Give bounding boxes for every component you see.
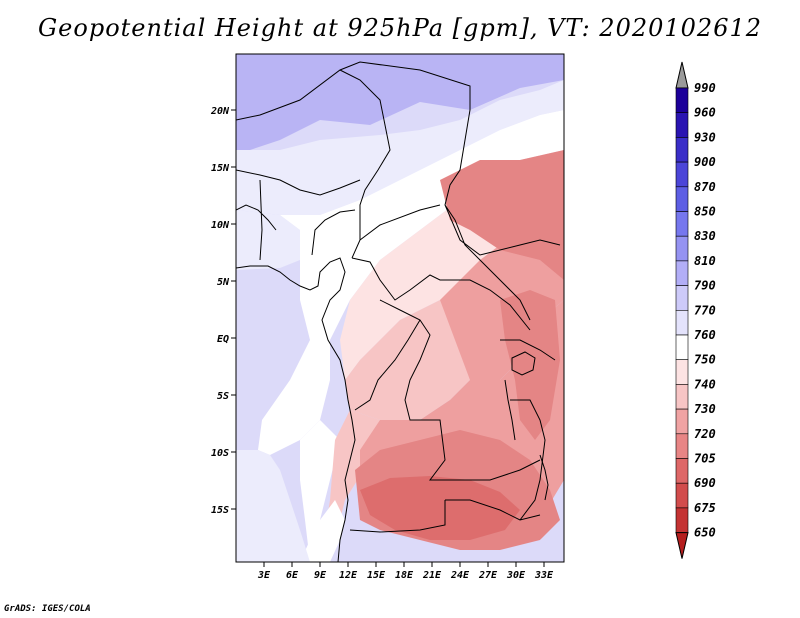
lon-label: 21E xyxy=(422,570,442,581)
coastline xyxy=(236,257,356,562)
colorbar-swatch xyxy=(675,433,689,459)
colorbar-swatch xyxy=(675,112,689,138)
country-borders xyxy=(236,61,561,562)
colorbar-swatch xyxy=(675,384,689,410)
colorbar-swatch xyxy=(675,87,689,114)
map-field xyxy=(236,54,564,562)
colorbar-level-label: 730 xyxy=(694,402,716,416)
lat-label: 10S xyxy=(211,448,229,459)
colorbar-level-label: 720 xyxy=(694,427,716,441)
colorbar-level-label: 930 xyxy=(694,130,716,144)
lon-label: 30E xyxy=(506,570,526,581)
colorbar-level-label: 770 xyxy=(694,303,716,317)
colorbar-swatch xyxy=(675,359,689,385)
colorbar-swatch xyxy=(675,458,689,484)
field-south-white xyxy=(300,500,345,562)
colorbar-swatch xyxy=(675,507,689,533)
colorbar-level-label: 760 xyxy=(694,328,716,342)
colorbar-level-label: 705 xyxy=(694,452,716,466)
colorbar-level-label: 850 xyxy=(694,205,716,219)
lat-label: 20N xyxy=(210,106,230,117)
colorbar-swatch xyxy=(675,235,689,262)
colorbar-level-label: 900 xyxy=(694,155,716,169)
lake-tanganyika xyxy=(504,379,516,441)
border-lines xyxy=(236,61,561,533)
colorbar-level-label: 675 xyxy=(694,501,716,515)
colorbar-level-label: 650 xyxy=(694,526,716,540)
colorbar: 990 960 930 900 870 850 830 810 790 770 760 750 740 7… xyxy=(675,61,716,559)
colorbar-swatch xyxy=(675,260,689,286)
lon-label: 9E xyxy=(314,570,327,581)
colorbar-level-label: 740 xyxy=(694,377,716,391)
lon-label: 24E xyxy=(450,570,470,581)
map-frame xyxy=(235,53,565,563)
colorbar-top-arrow xyxy=(675,61,689,89)
colorbar-bottom-arrow xyxy=(675,532,689,559)
lon-axis: 3E 6E 9E 12E 15E 18E 21E 24E 27E 30E 33E xyxy=(257,562,554,581)
colorbar-swatch xyxy=(675,137,689,163)
chart-title: Geopotential Height at 925hPa [gpm], VT:… xyxy=(38,14,762,42)
lon-label: 27E xyxy=(478,570,498,581)
colorbar-swatch xyxy=(675,285,689,311)
colorbar-swatch xyxy=(675,408,689,435)
colorbar-swatch xyxy=(675,309,689,336)
lat-label: 15N xyxy=(211,163,230,174)
colorbar-level-label: 750 xyxy=(694,353,716,367)
lat-label: EQ xyxy=(217,334,229,345)
lon-label: 15E xyxy=(367,570,386,581)
lon-label: 18E xyxy=(395,570,414,581)
colorbar-level-label: 830 xyxy=(694,229,716,243)
grads-credit: GrADS: IGES/COLA xyxy=(4,604,91,614)
lat-label: 15S xyxy=(211,505,229,516)
field-pale-southwest xyxy=(236,450,310,562)
field-coast-white xyxy=(300,420,340,562)
lon-label: 6E xyxy=(286,570,299,581)
lake-victoria xyxy=(511,351,536,376)
field-red-rift xyxy=(500,290,560,440)
colorbar-level-label: 870 xyxy=(694,180,716,194)
colorbar-swatch xyxy=(675,211,689,237)
colorbar-swatch xyxy=(675,161,689,188)
colorbar-level-label: 690 xyxy=(694,476,716,490)
field-west-pale xyxy=(236,210,300,270)
lon-label: 12E xyxy=(339,570,358,581)
lat-label: 5S xyxy=(217,391,229,402)
lat-axis: 20N 15N 10N 5N EQ 5S 10S 15S xyxy=(210,106,236,516)
colorbar-swatch xyxy=(675,334,689,361)
colorbar-level-label: 990 xyxy=(694,81,716,95)
lon-label: 33E xyxy=(534,570,554,581)
field-red-east-highlands xyxy=(440,150,564,280)
lon-label: 3E xyxy=(257,570,271,581)
lat-label: 10N xyxy=(211,220,230,231)
field-red-dark xyxy=(360,476,520,540)
lake-malawi xyxy=(539,454,549,501)
colorbar-swatch xyxy=(675,482,689,509)
colorbar-level-label: 960 xyxy=(694,106,716,120)
field-pale-southeast xyxy=(540,520,564,562)
field-north-purple xyxy=(236,54,564,150)
field-white-band xyxy=(258,110,564,455)
field-pale-band xyxy=(236,80,564,215)
colorbar-level-label: 790 xyxy=(694,279,716,293)
colorbar-level-label: 810 xyxy=(694,254,716,268)
colorbar-swatch xyxy=(675,186,689,212)
lat-label: 5N xyxy=(217,277,230,288)
